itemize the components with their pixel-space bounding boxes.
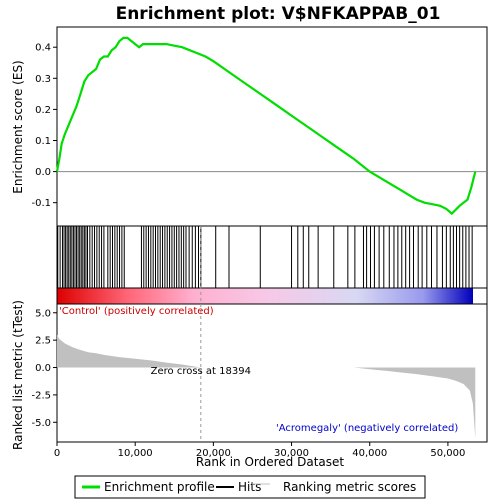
es-y-axis-label: Enrichment score (ES) (11, 60, 25, 193)
negative-correlation-label: 'Acromegaly' (negatively correlated) (276, 423, 458, 434)
es-y-tick-label: 0.4 (35, 43, 51, 54)
x-tick-label: 50,000 (430, 448, 465, 459)
metric-y-tick-label: 2.5 (35, 336, 51, 347)
es-plot-frame (57, 27, 487, 226)
metric-y-axis-label: Ranked list metric (tTest) (11, 300, 25, 450)
x-tick-label: 0 (54, 448, 60, 459)
metric-y-tick-label: 0.0 (35, 363, 51, 374)
es-y-ticks: 0.0 0.1 0.2 0.3 0.4 -0.1 (31, 43, 57, 209)
metric-y-tick-label: 5.0 (35, 308, 51, 319)
x-axis-label: Rank in Ordered Dataset (196, 455, 344, 469)
metric-y-tick-label: -2.5 (31, 390, 51, 401)
metric-y-tick-label: -5.0 (31, 418, 51, 429)
rank-color-band (57, 288, 473, 304)
es-y-tick-label: 0.2 (35, 105, 51, 116)
metric-y-ticks: 5.0 2.5 0.0 -2.5 -5.0 (31, 308, 57, 429)
legend-label-hits: Hits (238, 480, 261, 494)
zero-cross-label: Zero cross at 18394 (151, 366, 251, 377)
es-y-tick-label: 0.1 (35, 136, 51, 147)
chart-title: Enrichment plot: V$NFKAPPAB_01 (116, 4, 441, 24)
x-tick-label: 40,000 (352, 448, 387, 459)
positive-correlation-label: 'Control' (positively correlated) (59, 306, 214, 317)
es-y-tick-label: -0.1 (31, 198, 51, 209)
es-y-tick-label: 0.3 (35, 74, 51, 85)
legend: Enrichment profile Hits Ranking metric s… (75, 476, 425, 498)
legend-label-enrichment: Enrichment profile (104, 480, 215, 494)
es-y-tick-label: 0.0 (35, 167, 51, 178)
legend-label-metric: Ranking metric scores (283, 480, 416, 494)
x-tick-label: 10,000 (118, 448, 153, 459)
